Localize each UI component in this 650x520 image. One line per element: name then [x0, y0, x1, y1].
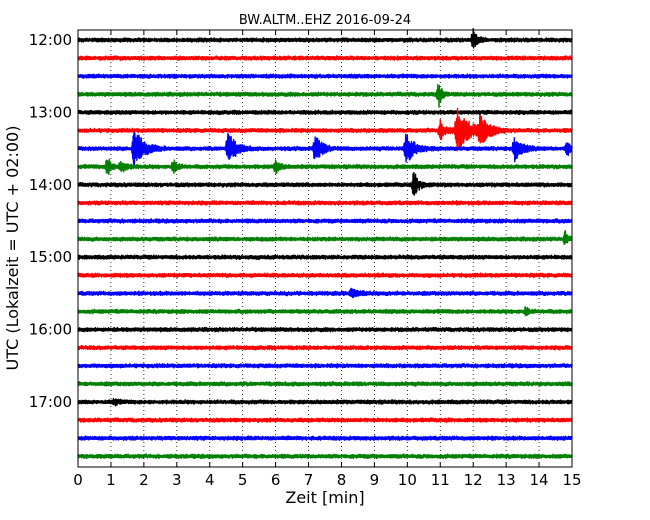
- trace-line: [77, 326, 573, 333]
- trace-line: [77, 254, 573, 261]
- x-tick-label: 2: [139, 471, 149, 489]
- chart-title: BW.ALTM..EHZ 2016-09-24: [239, 13, 411, 28]
- y-tick-label: 15:00: [29, 248, 72, 266]
- plot-frame: [77, 29, 573, 468]
- trace-line: [77, 287, 573, 299]
- x-tick-label: 6: [271, 471, 281, 489]
- trace-line: [77, 362, 573, 369]
- trace-line: [77, 453, 573, 460]
- x-tick-label: 14: [530, 471, 549, 489]
- x-tick-label: 15: [562, 471, 581, 489]
- trace-line: [77, 131, 573, 167]
- trace-line: [77, 109, 573, 116]
- trace-line: [77, 218, 573, 224]
- x-tick-label: 1: [106, 471, 116, 489]
- y-tick-label: 13:00: [29, 103, 72, 121]
- trace-line: [77, 272, 573, 279]
- trace-line: [77, 172, 573, 196]
- x-tick-label: 9: [370, 471, 380, 489]
- y-tick-label: 17:00: [29, 393, 72, 411]
- trace-line: [77, 27, 573, 49]
- x-tick-label: 5: [238, 471, 248, 489]
- trace-line: [77, 435, 573, 442]
- x-axis-label: Zeit [min]: [285, 488, 364, 507]
- x-tick-label: 13: [497, 471, 516, 489]
- trace-line: [77, 381, 573, 387]
- trace-line: [77, 200, 573, 206]
- trace-line: [77, 417, 573, 423]
- trace-line: [77, 55, 573, 61]
- x-tick-label: 10: [398, 471, 417, 489]
- x-tick-label: 4: [205, 471, 215, 489]
- x-tick-label: 12: [464, 471, 483, 489]
- y-tick-label: 16:00: [29, 321, 72, 339]
- y-tick-label: 14:00: [29, 176, 72, 194]
- trace-line: [77, 344, 573, 351]
- trace-line: [77, 397, 573, 407]
- x-tick-label: 8: [337, 471, 347, 489]
- x-tick-label: 7: [304, 471, 314, 489]
- trace-line: [77, 158, 573, 175]
- trace-line: [77, 306, 573, 317]
- x-axis-ticks: 0 1 2 3 4 5 6 7 8 9 10 11 12 13 14 15: [73, 30, 582, 489]
- x-tick-label: 11: [431, 471, 450, 489]
- traces: [77, 27, 573, 460]
- trace-line: [77, 107, 573, 152]
- y-tick-label: 12:00: [29, 31, 72, 49]
- grid-lines: [110, 30, 540, 467]
- trace-line: [77, 230, 573, 246]
- y-axis-ticks: 12:00 13:00 14:00 15:00 16:00 17:00: [29, 31, 83, 411]
- y-axis-label: UTC (Lokalzeit = UTC + 02:00): [3, 126, 22, 371]
- trace-line: [77, 83, 573, 108]
- trace-line: [77, 73, 573, 79]
- x-tick-label: 3: [172, 471, 182, 489]
- x-tick-label: 0: [73, 471, 83, 489]
